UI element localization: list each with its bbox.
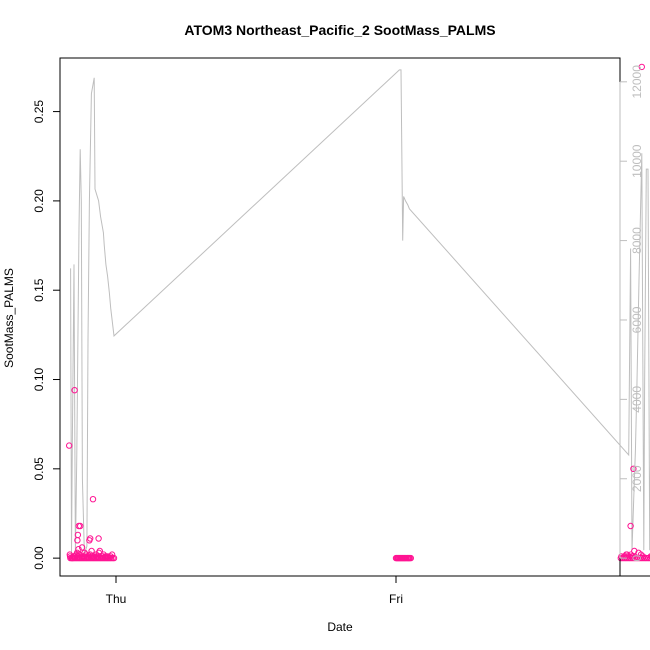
y2-tick-label: 2000 (630, 465, 644, 492)
data-point (102, 553, 110, 560)
data-point (108, 551, 116, 558)
data-point (647, 553, 650, 560)
data-point (74, 531, 82, 539)
data-point (80, 553, 88, 560)
data-point (88, 547, 95, 555)
data-point (96, 547, 104, 555)
line-series-layer (70, 69, 650, 555)
x-axis: ThuFriSat (106, 575, 650, 606)
y2-tick-label: 0 (630, 554, 644, 561)
data-point (627, 522, 634, 530)
data-point (647, 554, 650, 562)
data-point (99, 553, 107, 560)
y-tick-label: 0.15 (32, 278, 46, 302)
data-point (639, 553, 647, 560)
data-point (95, 535, 102, 542)
data-point (78, 544, 86, 551)
plot-box (59, 57, 621, 577)
y2-tick-label: 12000 (630, 65, 644, 99)
series-line (70, 69, 650, 555)
y2-tick-label: 4000 (630, 386, 644, 413)
data-point (630, 465, 637, 472)
y-axis-label: SootMass_PALMS (2, 268, 16, 368)
y2-axis: 0 2000 4000 6000 8000 10000 12000 (619, 65, 644, 561)
data-point (89, 496, 97, 503)
point-series-layer (66, 63, 650, 562)
data-point (623, 551, 630, 558)
x-tick-label: Thu (106, 592, 127, 606)
data-point (110, 554, 118, 562)
y-tick-label: 0.05 (32, 457, 46, 481)
data-point (631, 547, 638, 555)
y2-tick-label: 10000 (630, 144, 644, 178)
y-tick-label: 0.25 (32, 100, 46, 124)
data-point (77, 522, 84, 530)
y2-tick-label: 8000 (630, 227, 644, 254)
chart-title: ATOM3 Northeast_Pacific_2 SootMass_PALMS (184, 22, 495, 38)
x-axis-label: Date (327, 620, 353, 634)
y-tick-label: 0.20 (32, 189, 46, 213)
data-point (407, 554, 414, 562)
data-point (75, 546, 82, 553)
data-point (638, 63, 645, 71)
y-tick-label: 0.00 (32, 546, 46, 570)
data-point (71, 387, 78, 394)
y-axis: 0.00 0.05 0.10 0.15 0.20 0.25 (32, 100, 61, 570)
data-point (81, 549, 88, 556)
data-point (87, 535, 94, 542)
x-tick-label: Fri (389, 592, 403, 606)
y2-tick-label: 6000 (630, 306, 644, 333)
data-point (66, 442, 73, 449)
y-tick-label: 0.10 (32, 368, 46, 392)
data-point (73, 549, 81, 556)
data-point (66, 551, 74, 558)
